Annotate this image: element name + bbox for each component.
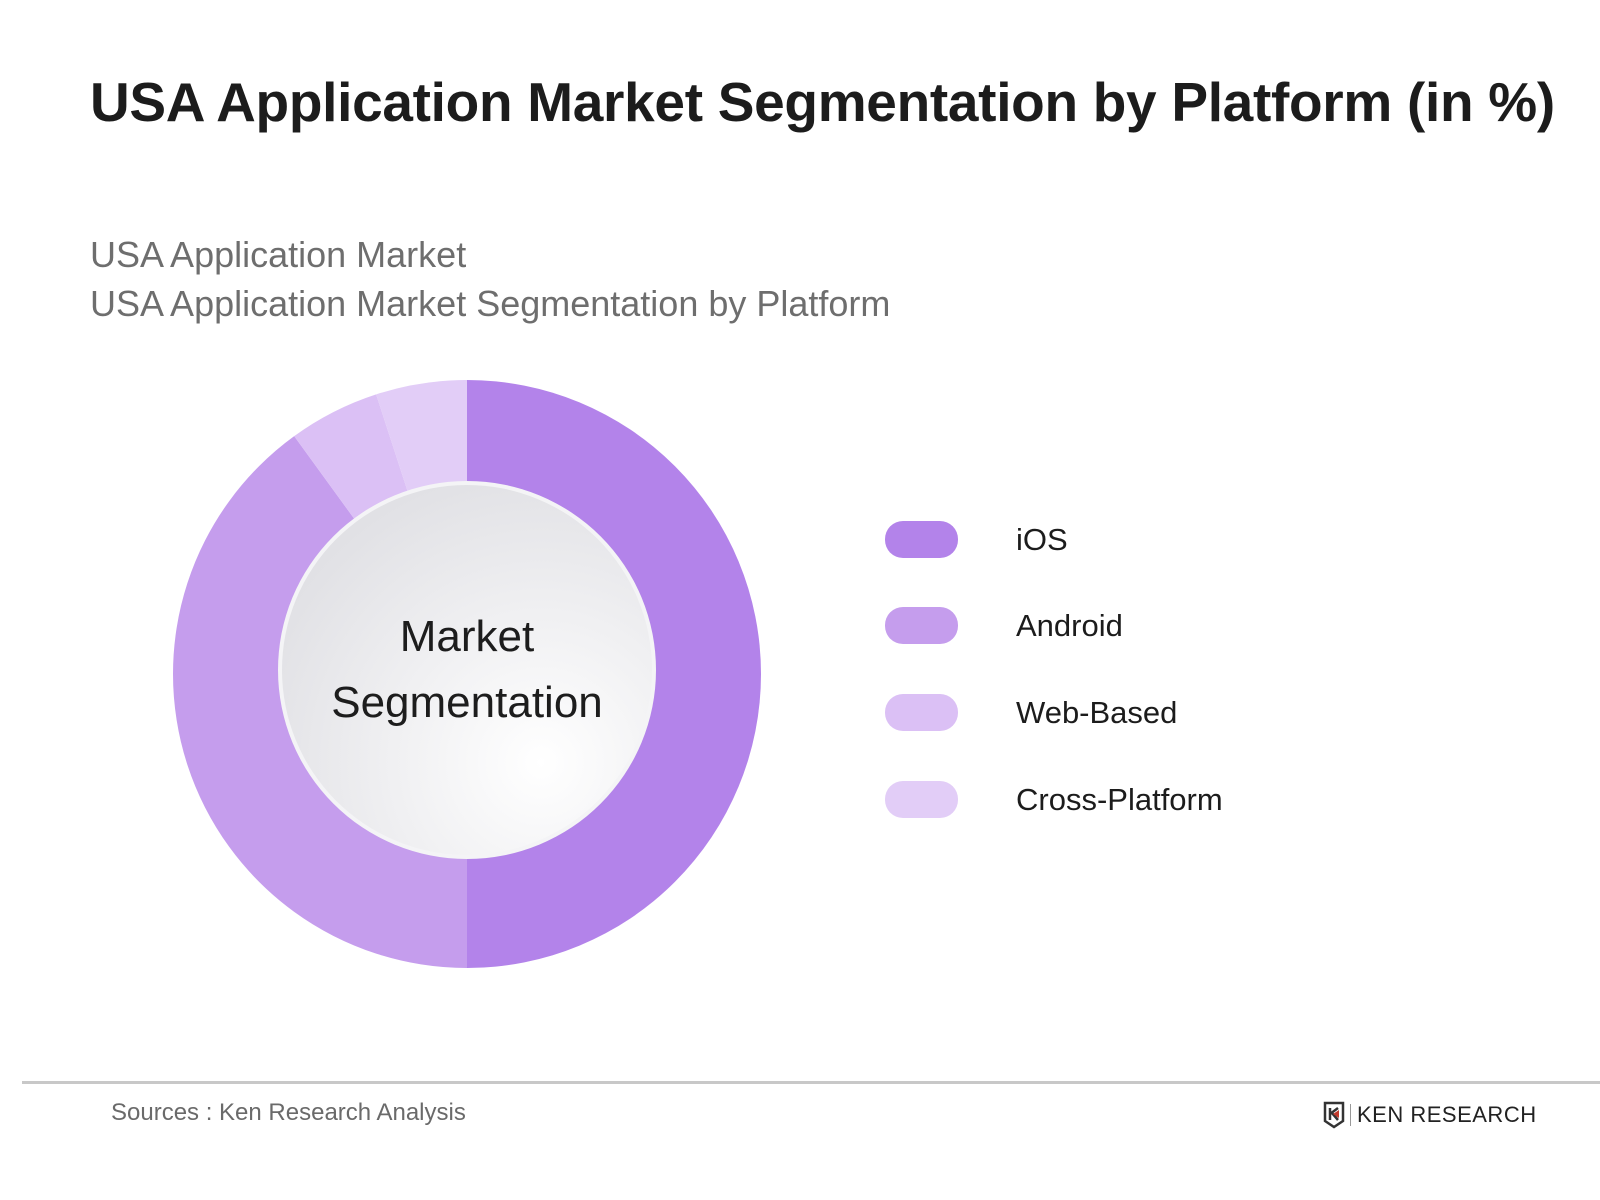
legend-item-cross-platform[interactable]: Cross-Platform [885, 781, 1305, 818]
legend-item-android[interactable]: Android [885, 607, 1305, 644]
ken-research-logo: KEN RESEARCH [1323, 1101, 1537, 1129]
sources-note: Sources : Ken Research Analysis [111, 1099, 466, 1126]
center-label-line1: Market [399, 612, 535, 661]
legend-swatch-ios [885, 521, 958, 558]
legend-swatch-web-based [885, 694, 958, 731]
legend-label-ios: iOS [1016, 522, 1068, 557]
center-label-line2: Segmentation [331, 678, 603, 727]
chart-title: USA Application Market Segmentation by P… [90, 71, 1555, 133]
legend-item-web-based[interactable]: Web-Based [885, 694, 1305, 731]
chart-subtitle-segmentation: USA Application Market Segmentation by P… [90, 283, 891, 324]
legend-item-ios[interactable]: iOS [885, 521, 1305, 558]
legend-label-cross-platform: Cross-Platform [1016, 782, 1223, 817]
donut-hole [282, 485, 652, 855]
legend-swatch-android [885, 607, 958, 644]
logo-text: KEN RESEARCH [1357, 1102, 1537, 1127]
chart-subtitle-market: USA Application Market [90, 234, 467, 275]
legend-label-web-based: Web-Based [1016, 695, 1178, 730]
logo-separator [1350, 1104, 1351, 1126]
footer-divider [22, 1081, 1600, 1084]
ken-shield-icon [1323, 1101, 1345, 1129]
legend-swatch-cross-platform [885, 781, 958, 818]
donut-center-label: Market Segmentation [281, 484, 653, 856]
legend-label-android: Android [1016, 608, 1123, 643]
